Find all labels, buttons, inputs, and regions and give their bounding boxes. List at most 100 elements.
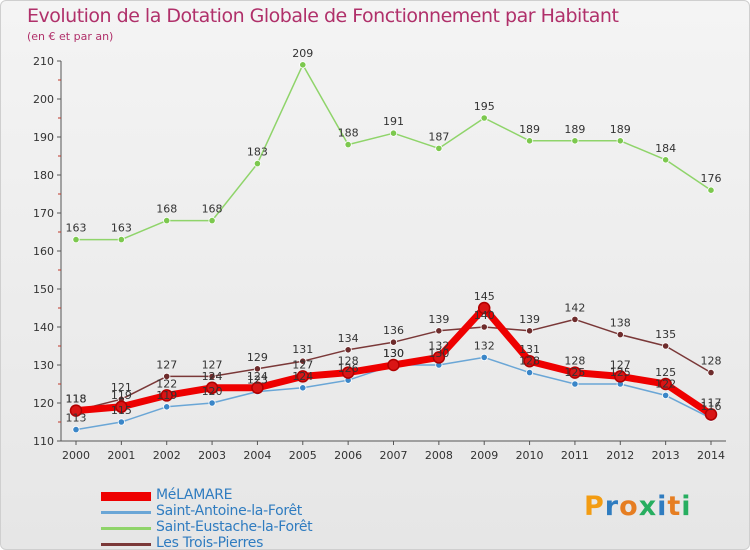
data-label: 125 [655,366,676,379]
x-tick-label: 2012 [606,449,634,462]
data-label: 168 [156,203,177,216]
data-point [435,144,443,152]
logo-letter: t [667,491,682,522]
y-tick-label: 210 [33,55,54,68]
y-tick-label: 200 [33,93,54,106]
x-tick-label: 2006 [334,449,362,462]
data-point [525,327,534,335]
data-point [659,377,672,391]
data-label: 187 [428,130,449,143]
data-label: 209 [292,47,313,60]
x-tick-label: 2009 [470,449,498,462]
data-point [163,217,171,225]
data-point [432,351,446,364]
y-tick-label: 190 [33,131,54,144]
data-label: 128 [701,355,722,368]
x-tick-label: 2007 [380,449,408,462]
x-tick-label: 2013 [652,449,680,462]
data-label: 119 [156,389,177,402]
legend-swatch-saint-eustache [101,527,151,530]
data-label: 135 [655,328,676,341]
data-label: 129 [247,351,268,364]
data-label: 127 [292,358,313,371]
data-label: 122 [156,377,177,390]
data-label: 188 [338,127,359,140]
data-point [477,301,491,315]
data-point [163,403,171,411]
data-label: 163 [111,222,132,235]
data-label: 132 [474,339,495,352]
y-tick-label: 130 [33,359,54,372]
data-label: 128 [564,355,585,368]
data-point [662,342,670,350]
data-point [435,327,443,335]
legend-swatch-trois-pierres [101,543,151,546]
data-point [525,137,534,145]
data-label: 130 [383,347,404,360]
x-tick-label: 2004 [243,449,271,462]
data-point [707,368,715,377]
data-point [344,346,352,354]
data-point [299,384,307,392]
data-point [253,160,262,168]
data-label: 130 [383,347,404,360]
data-point [253,365,262,373]
data-label: 183 [247,146,268,159]
y-tick-label: 170 [33,207,54,220]
logo-letter: P [584,491,605,522]
data-label: 189 [519,123,540,136]
data-point [117,236,125,244]
data-point [568,366,582,379]
data-point [344,141,352,149]
y-tick-label: 120 [33,397,54,410]
data-label: 125 [610,366,631,379]
logo-letter: i [657,491,668,522]
x-tick-label: 2014 [697,449,725,462]
x-tick-label: 2005 [289,449,317,462]
data-label: 125 [564,366,585,379]
y-tick-label: 110 [33,435,54,448]
data-label: 145 [474,290,495,303]
data-label: 124 [202,370,223,383]
data-point [208,217,216,225]
data-label: 139 [428,313,449,326]
data-point [72,425,80,434]
data-point [115,400,128,414]
data-label: 118 [66,393,87,406]
legend-label-saint-eustache: Saint-Eustache-la-Forêt [156,519,313,535]
data-label: 120 [202,385,223,398]
chart-subtitle: (en € et par an) [27,30,114,43]
data-label: 134 [338,332,359,345]
data-label: 124 [247,370,268,383]
data-point [480,353,488,361]
data-point [163,372,171,380]
data-point [571,315,579,323]
y-tick-label: 160 [33,245,54,258]
logo-letter: r [604,491,620,522]
data-label: 139 [519,313,540,326]
data-point [616,137,624,145]
data-point [389,129,398,137]
legend-swatch-melamare [101,492,151,501]
x-tick-label: 2001 [107,449,135,462]
data-label: 131 [519,343,540,356]
data-label: 168 [202,203,223,216]
legend-label-melamare: MéLAMARE [156,487,233,503]
data-label: 130 [428,347,449,360]
x-tick-label: 2003 [198,449,226,462]
data-label: 115 [111,404,132,417]
data-label: 127 [202,358,223,371]
x-tick-label: 2011 [561,449,589,462]
proxiti-logo: Proxiti [584,491,692,522]
data-label: 118 [66,393,87,406]
data-label: 140 [474,309,495,322]
data-label: 123 [247,374,268,387]
data-label: 117 [701,396,722,409]
data-point [616,330,624,339]
data-label: 122 [655,377,676,390]
data-point [296,370,310,383]
data-label: 136 [383,324,404,337]
data-label: 113 [66,412,87,425]
x-tick-label: 2002 [153,449,181,462]
